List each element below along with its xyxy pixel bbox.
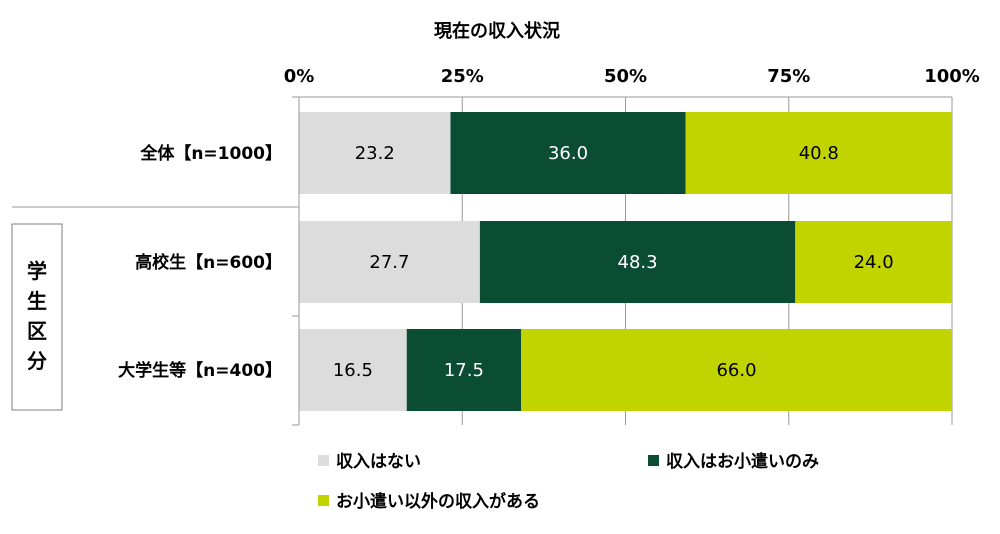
- data-label: 24.0: [854, 252, 894, 273]
- x-tick-label: 50%: [604, 66, 647, 87]
- data-label: 48.3: [618, 252, 658, 273]
- group-label-box: [11, 223, 63, 411]
- bar-segment: [299, 112, 451, 194]
- category-label: 大学生等【n=400】: [118, 360, 282, 381]
- data-label: 66.0: [716, 360, 756, 381]
- category-label: 全体【n=1000】: [139, 143, 282, 164]
- x-tick-label: 25%: [441, 66, 484, 87]
- legend-label: 収入はお小遣いのみ: [666, 451, 819, 472]
- bars: 23.2 36.0 40.8 27.7 48.3 24.0 16.5 17.5 66.0: [299, 112, 952, 411]
- data-label: 40.8: [799, 143, 839, 164]
- bar-segment: [479, 221, 796, 303]
- axes: [12, 96, 952, 426]
- bar-segment: [406, 329, 522, 411]
- category-labels: 全体【n=1000】高校生【n=600】大学生等【n=400】: [118, 143, 282, 381]
- legend-label: 収入はない: [336, 452, 421, 472]
- bar-segment: [521, 329, 952, 411]
- x-axis-ticks: 0% 25% 50% 75% 100%: [284, 66, 980, 87]
- legend-label: お小遣い以外の収入がある: [336, 491, 540, 512]
- bar-segment: [299, 329, 407, 411]
- legend-swatch: [648, 455, 659, 466]
- data-label: 36.0: [548, 143, 588, 164]
- bar-segment: [450, 112, 686, 194]
- group-label-char: 区: [27, 319, 47, 343]
- data-label: 23.2: [355, 143, 395, 164]
- data-label: 17.5: [444, 360, 484, 381]
- legend-swatch: [318, 495, 329, 506]
- bar-segment: [795, 221, 952, 303]
- data-label: 16.5: [333, 360, 373, 381]
- legend-swatch: [318, 455, 329, 466]
- x-tick-label: 0%: [284, 66, 315, 87]
- group-label-char: 分: [27, 349, 47, 373]
- category-label: 高校生【n=600】: [135, 252, 282, 273]
- x-tick-label: 75%: [767, 66, 810, 87]
- group-label-char: 生: [27, 289, 47, 313]
- bar-segment: [299, 221, 480, 303]
- x-tick-label: 100%: [924, 66, 980, 87]
- group-label-char: 学: [27, 259, 47, 283]
- bar-segment: [685, 112, 952, 194]
- data-label: 27.7: [369, 252, 409, 273]
- chart-title: 現在の収入状況: [434, 20, 560, 42]
